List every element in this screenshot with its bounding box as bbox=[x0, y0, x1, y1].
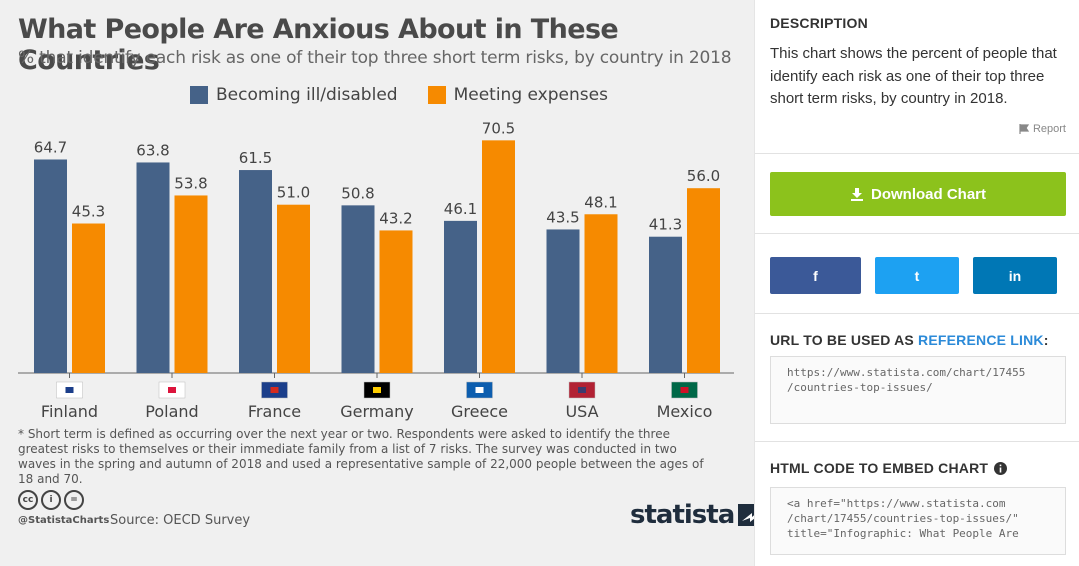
reference-heading-prefix: URL TO BE USED AS bbox=[770, 332, 919, 348]
share-section bbox=[755, 234, 1079, 314]
flag-greece-icon bbox=[466, 381, 493, 399]
reference-link-section: URL TO BE USED AS REFERENCE LINK: bbox=[755, 314, 1079, 442]
creative-commons-icons: cc i = bbox=[18, 490, 84, 510]
data-label-mexico-expenses: 56.0 bbox=[687, 167, 720, 185]
chart-subtitle: % that identify each risk as one of thei… bbox=[18, 48, 732, 68]
download-section bbox=[755, 154, 1079, 234]
flag-icon bbox=[1019, 124, 1030, 134]
bar-usa-ill bbox=[546, 229, 580, 373]
bar-mexico-ill bbox=[649, 236, 682, 373]
download-chart-button[interactable]: Download Chart bbox=[770, 172, 1066, 216]
reference-url-box[interactable]: https://www.statista.com/chart/17455 /co… bbox=[770, 356, 1066, 424]
facebook-share-button[interactable]: f bbox=[770, 257, 861, 294]
reference-url-line-2: /countries-top-issues/ bbox=[787, 381, 933, 394]
description-text: This chart shows the percent of people t… bbox=[770, 45, 1057, 107]
embed-code-line-3: title="Infographic: What People Are bbox=[787, 527, 1019, 540]
statista-logo: statista bbox=[630, 500, 765, 530]
statista-handle: @StatistaCharts bbox=[18, 515, 110, 526]
flag-finland-icon bbox=[56, 381, 83, 399]
bar-greece-expenses bbox=[482, 140, 515, 373]
flag-poland-icon bbox=[158, 381, 186, 399]
chart-legend: Becoming ill/disabled Meeting expenses bbox=[190, 85, 608, 105]
facebook-icon: f bbox=[813, 267, 818, 284]
infographic: What People Are Anxious About in These C… bbox=[0, 0, 765, 566]
bar-chart: 64.7 45.3 Finland 63.8 53.8 Poland 61.5 51.0 Fra… bbox=[18, 119, 734, 421]
info-icon[interactable] bbox=[994, 461, 1008, 475]
data-label-finland-expenses: 45.3 bbox=[72, 203, 105, 221]
description-heading: DESCRIPTION bbox=[770, 15, 868, 31]
brand-text: statista bbox=[630, 500, 735, 530]
reference-link-heading: URL TO BE USED AS REFERENCE LINK: bbox=[770, 332, 1065, 348]
reference-heading-link: REFERENCE LINK bbox=[918, 332, 1044, 348]
data-label-usa-ill: 43.5 bbox=[546, 208, 579, 226]
data-label-mexico-ill: 41.3 bbox=[649, 216, 682, 234]
data-label-germany-ill: 50.8 bbox=[341, 184, 374, 202]
source-note: Source: OECD Survey bbox=[110, 513, 251, 528]
category-label-usa: USA bbox=[565, 402, 598, 421]
no-derivatives-icon: = bbox=[64, 490, 84, 510]
bar-poland-expenses bbox=[174, 195, 208, 373]
data-label-germany-expenses: 43.2 bbox=[379, 209, 412, 227]
data-label-finland-ill: 64.7 bbox=[34, 138, 67, 156]
footnote: * Short term is defined as occurring ove… bbox=[18, 427, 704, 486]
bar-finland-ill bbox=[34, 159, 67, 373]
data-label-poland-expenses: 53.8 bbox=[174, 174, 207, 192]
category-label-finland: Finland bbox=[41, 402, 98, 421]
bar-usa-expenses bbox=[584, 214, 618, 373]
linkedin-share-button[interactable]: in bbox=[973, 257, 1057, 294]
data-label-france-ill: 61.5 bbox=[239, 149, 272, 167]
flag-germany-icon bbox=[363, 381, 391, 399]
bar-mexico-expenses bbox=[687, 188, 720, 373]
embed-heading-text: HTML CODE TO EMBED CHART bbox=[770, 460, 989, 476]
download-icon bbox=[851, 187, 863, 201]
flag-mexico-icon bbox=[671, 381, 698, 399]
download-label: Download Chart bbox=[871, 185, 986, 203]
legend-swatch-ill bbox=[190, 86, 208, 104]
reference-heading-suffix: : bbox=[1043, 332, 1049, 348]
attribution-icon: i bbox=[41, 490, 61, 510]
sidebar: DESCRIPTION This chart shows the percent… bbox=[754, 0, 1079, 566]
bar-germany-expenses bbox=[379, 230, 413, 373]
category-label-greece: Greece bbox=[451, 402, 508, 421]
bar-finland-expenses bbox=[72, 223, 105, 373]
description-section: DESCRIPTION This chart shows the percent… bbox=[755, 0, 1079, 154]
category-label-france: France bbox=[248, 402, 301, 421]
twitter-share-button[interactable]: t bbox=[875, 257, 959, 294]
bar-poland-ill bbox=[136, 162, 170, 373]
data-label-france-expenses: 51.0 bbox=[277, 184, 310, 202]
embed-section: HTML CODE TO EMBED CHART bbox=[755, 442, 1079, 566]
data-label-poland-ill: 63.8 bbox=[136, 141, 169, 159]
report-link[interactable]: Report bbox=[1019, 123, 1066, 135]
report-label: Report bbox=[1032, 123, 1066, 135]
embed-code-box[interactable]: <a href="https://www.statista.com /chart… bbox=[770, 487, 1066, 555]
legend-item-ill: Becoming ill/disabled bbox=[190, 85, 398, 105]
flag-usa-icon bbox=[568, 381, 596, 399]
embed-heading: HTML CODE TO EMBED CHART bbox=[770, 460, 1065, 476]
twitter-icon: t bbox=[914, 267, 920, 284]
chart-title: What People Are Anxious About in These C… bbox=[18, 14, 619, 76]
reference-url-line-1: https://www.statista.com/chart/17455 bbox=[787, 366, 1026, 379]
category-label-germany: Germany bbox=[340, 402, 414, 421]
bar-greece-ill bbox=[444, 220, 477, 373]
category-label-mexico: Mexico bbox=[657, 402, 713, 421]
category-label-poland: Poland bbox=[145, 402, 198, 421]
data-label-greece-ill: 46.1 bbox=[444, 200, 477, 218]
cc-icon: cc bbox=[18, 490, 38, 510]
bar-germany-ill bbox=[341, 205, 375, 373]
legend-swatch-expenses bbox=[427, 86, 446, 104]
data-label-usa-expenses: 48.1 bbox=[584, 193, 617, 211]
legend-label-ill: Becoming ill/disabled bbox=[216, 85, 398, 105]
flag-france-icon bbox=[261, 381, 288, 399]
bar-france-expenses bbox=[277, 204, 310, 373]
legend-label-expenses: Meeting expenses bbox=[453, 85, 608, 105]
embed-code-line-1: <a href="https://www.statista.com bbox=[787, 497, 1006, 510]
data-label-greece-expenses: 70.5 bbox=[482, 119, 515, 137]
embed-code-line-2: /chart/17455/countries-top-issues/" bbox=[787, 512, 1019, 525]
legend-item-expenses: Meeting expenses bbox=[427, 85, 608, 105]
bar-france-ill bbox=[239, 170, 272, 373]
linkedin-icon: in bbox=[1008, 267, 1022, 284]
